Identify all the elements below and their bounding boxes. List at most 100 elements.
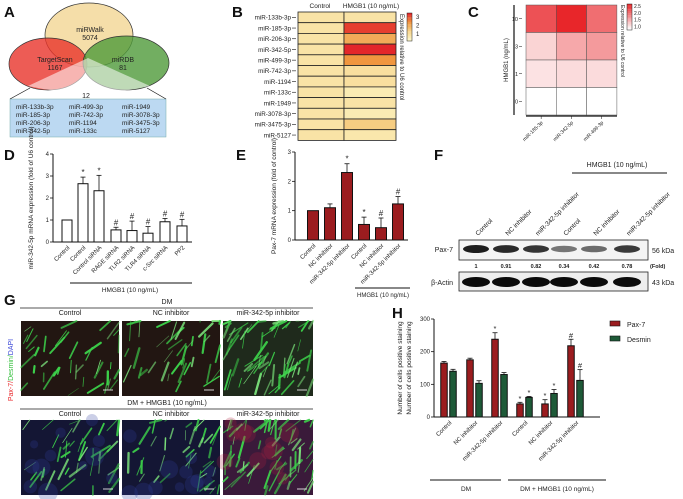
desmin-cell xyxy=(28,346,35,353)
colorbar-segment xyxy=(407,20,412,22)
desmin-cell xyxy=(160,361,170,382)
dapi-nuclei xyxy=(226,428,240,442)
desmin-cell xyxy=(201,333,207,354)
row-label: miR-206-3p xyxy=(258,36,291,43)
dapi-nuclei xyxy=(216,453,233,471)
desmin-cell xyxy=(69,359,72,374)
dapi-nuclei xyxy=(148,480,163,495)
significance-marker: # xyxy=(146,218,151,227)
desmin-cell xyxy=(72,419,81,433)
significance-marker: # xyxy=(578,361,583,370)
desmin-cell xyxy=(64,467,70,475)
dapi-nuclei xyxy=(38,482,58,499)
bar xyxy=(159,221,171,243)
pax7-band xyxy=(614,245,640,253)
desmin-cell xyxy=(291,438,302,452)
desmin-cell xyxy=(69,419,81,425)
stain-label: Pax-7/Desmin/DAPI xyxy=(8,339,15,401)
significance-marker: # xyxy=(163,209,168,218)
colorbar-segment xyxy=(627,26,632,28)
y-tick-label: 3 xyxy=(46,174,50,180)
desmin-cell xyxy=(286,358,295,378)
intersection-mirna: miR-5127 xyxy=(122,128,151,135)
desmin-cell xyxy=(182,358,186,369)
desmin-cell xyxy=(286,343,296,365)
desmin-cell xyxy=(169,427,174,440)
dapi-nuclei xyxy=(44,449,57,462)
desmin-cell xyxy=(75,364,84,373)
desmin-cell xyxy=(180,345,188,366)
venn-set-count: 1167 xyxy=(47,65,62,72)
colorbar-segment xyxy=(407,29,412,32)
heatmap-cell xyxy=(525,59,557,88)
desmin-cell xyxy=(153,475,160,483)
desmin-cell xyxy=(271,363,276,387)
desmin-cell xyxy=(26,328,34,342)
desmin-cell xyxy=(90,444,111,458)
y-tick-label: 1 xyxy=(46,218,50,224)
lane-label: Control xyxy=(562,217,582,237)
desmin-cell xyxy=(243,365,257,385)
desmin-cell xyxy=(225,338,233,356)
desmin-cell xyxy=(278,366,297,379)
desmin-cell xyxy=(68,464,87,478)
heatmap-cell xyxy=(297,75,345,88)
dapi-nuclei xyxy=(185,452,198,464)
intersection-mirna: miR-1194 xyxy=(69,120,97,127)
actin-band xyxy=(462,277,490,287)
colorbar-segment xyxy=(407,17,412,19)
desmin-cell xyxy=(253,420,268,433)
significance-marker: # xyxy=(379,209,384,218)
heatmap-cell xyxy=(343,107,397,120)
pax7-band xyxy=(463,245,489,253)
colorbar-segment xyxy=(407,15,412,18)
pax7-band xyxy=(523,245,549,253)
desmin-cell xyxy=(297,464,300,473)
lane-label: Control xyxy=(474,217,494,237)
desmin-cell xyxy=(40,360,49,368)
desmin-cell xyxy=(74,364,78,380)
desmin-cell xyxy=(263,419,267,422)
desmin-cell xyxy=(284,473,290,481)
desmin-cell xyxy=(122,364,132,383)
desmin-cell xyxy=(306,450,314,460)
group-label: HMGB1 (10 ng/mL) xyxy=(587,162,648,169)
desmin-cell xyxy=(117,334,120,354)
panel-label-H: H xyxy=(392,305,403,322)
desmin-cell xyxy=(258,352,270,367)
colorbar-segment xyxy=(627,7,632,10)
desmin-cell xyxy=(177,362,188,383)
desmin-cell xyxy=(278,461,286,472)
desmin-cell xyxy=(247,355,265,372)
dapi-nuclei xyxy=(179,465,193,479)
venn-intersection-count: 12 xyxy=(82,93,90,100)
heatmap-cell xyxy=(343,86,397,99)
desmin-cell xyxy=(40,466,46,481)
colorbar-tick: 1.5 xyxy=(634,18,641,24)
desmin-cell xyxy=(304,459,314,473)
desmin-cell xyxy=(164,437,167,451)
desmin-cell xyxy=(22,334,29,344)
desmin-cell xyxy=(297,375,306,388)
row-label: miR-185-3p xyxy=(258,25,291,32)
desmin-cell xyxy=(262,366,268,378)
desmin-cell xyxy=(52,434,60,449)
column-label: miR-185-3p xyxy=(522,120,545,143)
colorbar-segment xyxy=(407,13,412,15)
desmin-cell xyxy=(137,366,143,379)
venn-set-count: 5074 xyxy=(82,35,98,42)
desmin-cell xyxy=(29,470,43,488)
heatmap-cell xyxy=(297,54,345,66)
bar-desmin xyxy=(576,379,584,418)
bar xyxy=(392,203,404,241)
desmin-cell xyxy=(138,426,151,445)
bar xyxy=(324,207,336,241)
desmin-cell xyxy=(260,363,271,375)
dapi-nuclei xyxy=(121,485,138,499)
dapi-nuclei xyxy=(106,472,118,484)
legend-swatch xyxy=(609,335,621,342)
desmin-cell xyxy=(257,440,262,450)
desmin-cell xyxy=(54,330,67,347)
desmin-cell xyxy=(291,361,298,378)
pax7-band xyxy=(581,245,607,253)
